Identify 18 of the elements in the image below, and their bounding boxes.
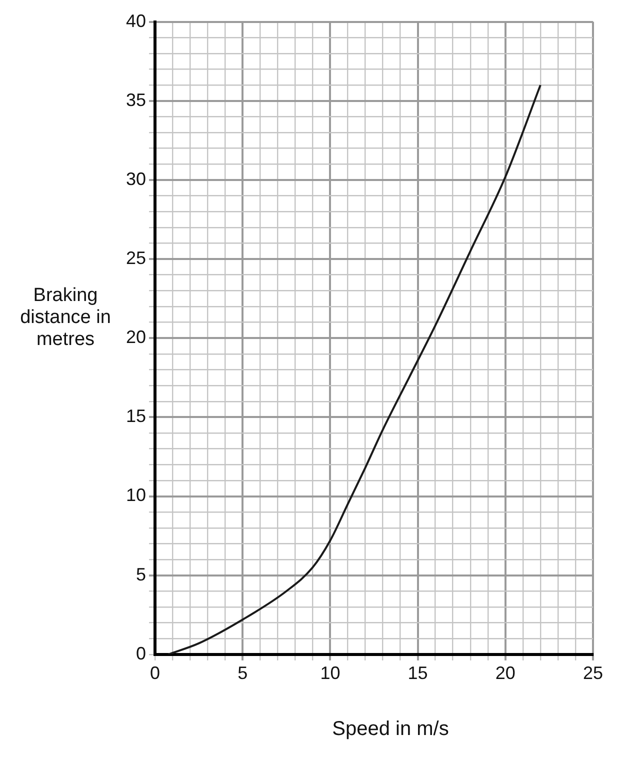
x-tick-label: 25 [582,663,604,684]
line-series [167,84,542,654]
y-tick-label: 20 [126,327,146,348]
y-tick-label: 0 [136,643,146,664]
x-tick-label: 15 [408,663,428,684]
x-tick-label: 5 [238,663,248,684]
y-tick-label: 35 [126,90,146,110]
y-tick-label: 25 [126,248,146,268]
x-axis-title: Speed in m/s [332,718,449,740]
x-tick-label: 20 [495,663,516,684]
y-tick-label: 15 [126,406,146,426]
x-tick-label: 0 [150,663,160,684]
y-tick-label: 10 [126,485,146,506]
y-tick-label: 5 [136,564,146,584]
y-tick-label: 30 [126,168,146,189]
y-axis-title: Braking distance in metres [19,285,112,351]
x-tick-label: 10 [320,663,340,684]
y-tick-label: 40 [126,10,146,31]
